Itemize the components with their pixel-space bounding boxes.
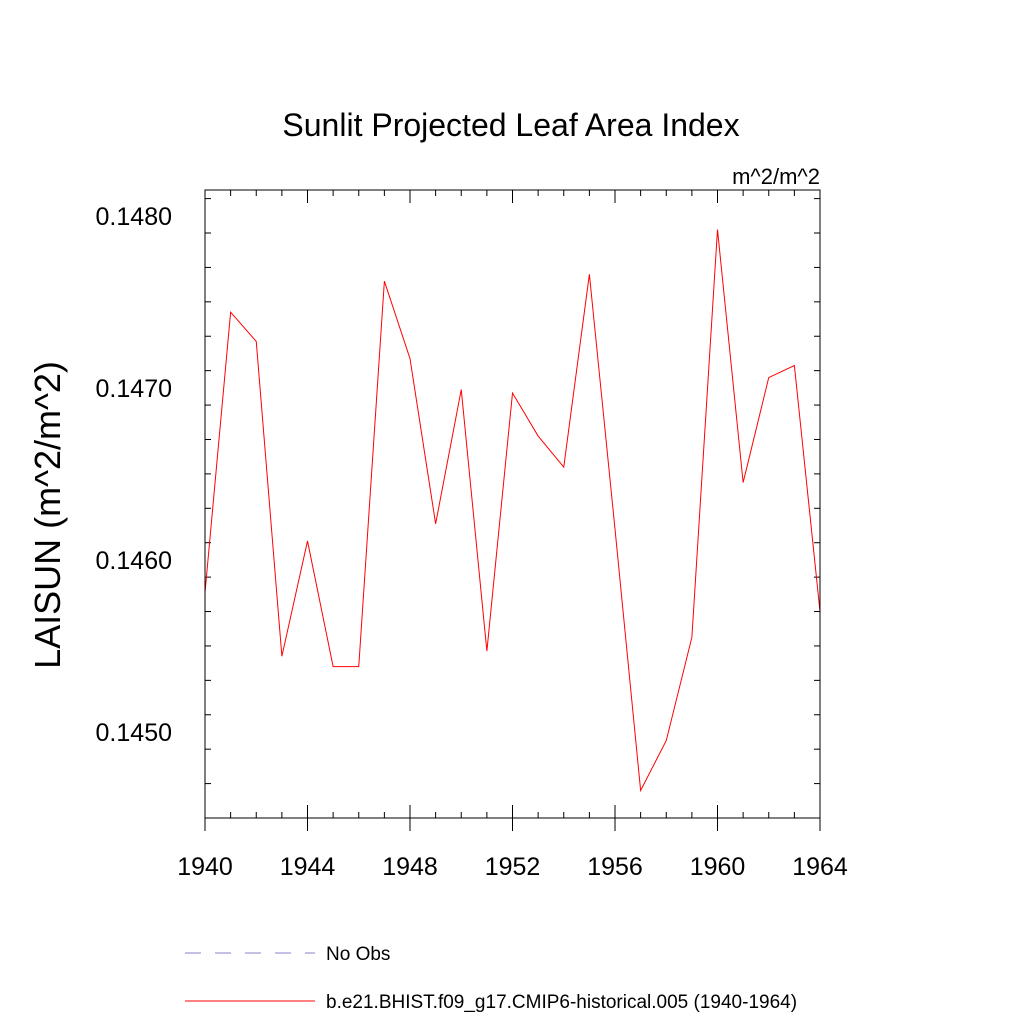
legend-label-historical: b.e21.BHIST.f09_g17.CMIP6-historical.005… bbox=[326, 992, 797, 1013]
series-line-1 bbox=[204, 229, 821, 793]
x-tick-label: 1960 bbox=[690, 853, 746, 881]
legend: No Obs b.e21.BHIST.f09_g17.CMIP6-histori… bbox=[185, 944, 797, 1013]
x-tick-label: 1952 bbox=[485, 853, 541, 881]
y-axis-label: LAISUN (m^2/m^2) bbox=[27, 361, 68, 669]
y-axis-ticks: 0.1450 0.1460 0.1470 0.1480 bbox=[96, 198, 820, 819]
x-axis-ticks: 1940 1944 1948 1952 1956 1960 1964 bbox=[177, 190, 848, 881]
y-tick-label: 0.1470 bbox=[96, 375, 172, 403]
x-tick-label: 1944 bbox=[280, 853, 336, 881]
legend-label-no-obs: No Obs bbox=[326, 944, 390, 965]
x-tick-label: 1940 bbox=[177, 853, 233, 881]
chart-title: Sunlit Projected Leaf Area Index bbox=[282, 107, 739, 143]
x-tick-label: 1964 bbox=[792, 853, 848, 881]
y-tick-label: 0.1450 bbox=[96, 719, 172, 747]
series-layer bbox=[204, 229, 821, 793]
x-tick-label: 1948 bbox=[382, 853, 438, 881]
x-tick-label: 1956 bbox=[587, 853, 643, 881]
units-label: m^2/m^2 bbox=[732, 164, 820, 189]
y-tick-label: 0.1460 bbox=[96, 547, 172, 575]
plot-frame bbox=[204, 189, 821, 819]
y-tick-label: 0.1480 bbox=[96, 203, 172, 231]
